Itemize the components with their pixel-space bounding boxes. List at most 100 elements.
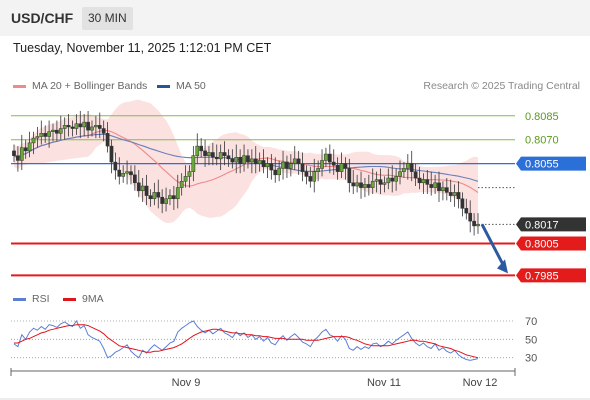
candle-body (179, 180, 184, 188)
candle-body (101, 128, 106, 134)
ma20-line (13, 129, 479, 193)
candle-body (324, 153, 328, 161)
candle-body (238, 157, 243, 164)
candle-body (331, 161, 336, 166)
candle-body (355, 182, 359, 187)
candle-body (269, 163, 274, 171)
candle-body (320, 160, 324, 169)
candle-body (476, 224, 480, 227)
candle-body (460, 198, 465, 209)
candle-body (90, 126, 94, 131)
rsi-tick-label: 70 (525, 316, 537, 328)
candle-body (374, 179, 379, 182)
support-label: 0.8005 (525, 238, 559, 250)
candle-body (300, 163, 305, 172)
candle-body (160, 196, 165, 204)
ma50-swatch (157, 84, 170, 88)
ma20-swatch (13, 84, 26, 88)
candle-body (452, 192, 457, 196)
candle-body (82, 121, 87, 128)
candle-body (351, 182, 356, 187)
x-axis-tick-label: Nov 9 (172, 377, 201, 389)
support-tag (516, 236, 586, 251)
candle-body (16, 155, 20, 161)
candle-body (335, 165, 340, 172)
candle-body (35, 136, 40, 139)
candle-body (464, 208, 469, 214)
candle-body (265, 163, 270, 168)
candle-body (187, 171, 192, 177)
candle-body (304, 171, 309, 177)
candle-body (121, 172, 126, 177)
candle-body (148, 195, 153, 200)
pivot-label: 0.8055 (525, 159, 559, 171)
candle-body (273, 169, 278, 176)
rsi-ma-label: 9MA (82, 293, 104, 305)
candle-body (281, 161, 285, 169)
candle-body (144, 185, 149, 196)
candle-body (27, 142, 32, 152)
pivot-tag (516, 156, 586, 171)
candle-body (168, 195, 172, 200)
candle-body (51, 129, 55, 132)
candle-body (409, 163, 414, 172)
rsi-ma-line (14, 324, 479, 359)
candle-body (402, 168, 406, 172)
candle-body (417, 177, 422, 184)
last-price-label: 0.8017 (525, 219, 559, 231)
candle-body (172, 195, 176, 200)
candle-body (437, 182, 441, 192)
x-axis-tick-label: Nov 12 (463, 377, 498, 389)
candle-body (448, 192, 453, 196)
candle-body (413, 171, 418, 179)
credit-text: Research © 2025 Trading Central (423, 80, 580, 92)
candle-body (444, 187, 449, 193)
candle-body (370, 180, 375, 188)
candle-body (31, 137, 36, 144)
candle-body (425, 179, 430, 185)
candle-body (363, 184, 367, 188)
legend-rsi-ma: 9MA (63, 293, 104, 305)
legend-rsi: RSI (13, 293, 50, 305)
candle-body (327, 153, 332, 163)
candle-body (234, 157, 239, 163)
candle-body (378, 179, 383, 185)
candle-body (86, 121, 90, 131)
candle-body (441, 187, 445, 192)
candle-body (343, 163, 348, 169)
candle-body (105, 133, 110, 147)
candle-body (382, 182, 387, 185)
candle-body (191, 155, 196, 172)
candle-body (94, 125, 98, 128)
legend-ma20: MA 20 + Bollinger Bands (13, 80, 147, 92)
candle-body (39, 133, 44, 137)
candle-body (339, 163, 344, 172)
candle-body (230, 158, 235, 163)
last-price-tag (516, 217, 586, 232)
rsi-tick-label: 50 (525, 334, 537, 346)
symbol-label: USD/CHF (11, 10, 74, 26)
timestamp: Tuesday, November 11, 2025 1:12:01 PM CE… (13, 41, 272, 55)
candle-body (136, 182, 141, 192)
candle-body (366, 184, 371, 188)
candle-body (277, 168, 281, 176)
candle-body (133, 174, 137, 184)
candle-body (472, 220, 476, 227)
candle-body (226, 155, 231, 160)
candle-body (211, 152, 215, 158)
candle-body (249, 158, 254, 163)
candle-body (129, 171, 133, 176)
x-axis-tick-label: Nov 11 (367, 377, 401, 389)
candle-body (429, 184, 434, 188)
candle-body (47, 131, 51, 137)
candle-body (347, 168, 352, 184)
candle-body (242, 155, 246, 164)
candle-body (222, 152, 227, 156)
candle-body (113, 161, 118, 171)
candle-body (394, 176, 398, 182)
timeframe-button[interactable]: 30 MIN (82, 7, 133, 30)
candle-body (207, 152, 211, 156)
candle-body (58, 128, 63, 134)
candle-body (359, 182, 363, 188)
